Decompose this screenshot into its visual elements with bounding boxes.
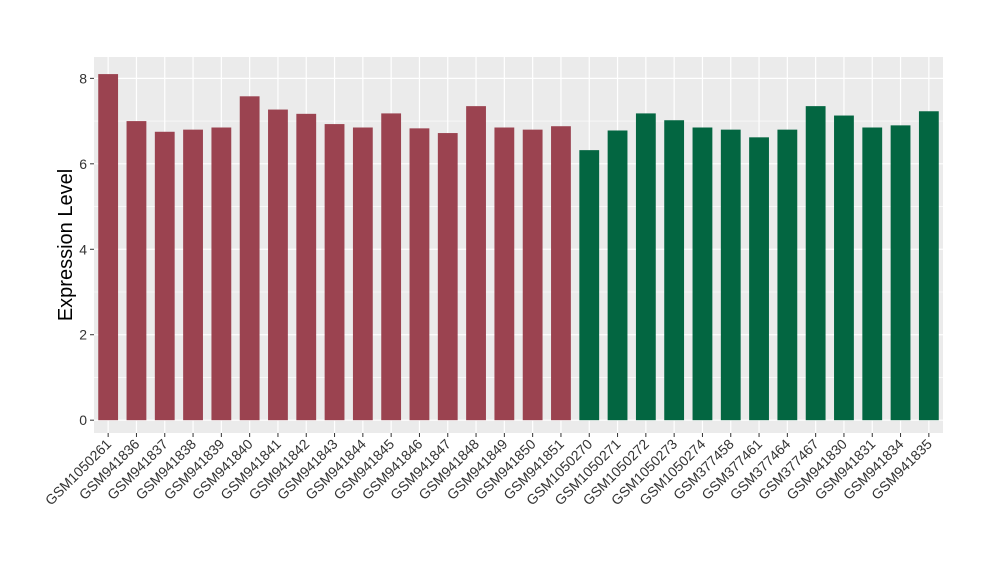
plot-panel-background	[94, 57, 943, 433]
y-tick-label: 0	[79, 412, 87, 428]
bar-gsm1050273	[664, 120, 685, 421]
minor-gridlines	[94, 120, 943, 378]
bar-gsm1050270	[579, 150, 600, 421]
y-tick-label: 8	[79, 70, 87, 86]
bar-gsm941837	[154, 131, 175, 421]
y-axis: 0 2 4 6 8	[79, 70, 94, 428]
bar-gsm377461	[749, 137, 769, 421]
bar-gsm941831	[862, 127, 883, 421]
y-axis-title: Expression Level	[55, 169, 77, 321]
bar-gsm377467	[805, 106, 826, 421]
bar-gsm941850	[522, 129, 543, 421]
y-tick-label: 2	[79, 327, 87, 343]
bar-gsm1050274	[692, 127, 713, 421]
bar-gsm941843	[324, 124, 345, 421]
bar-gsm941851	[551, 126, 571, 421]
bar-gsm941846	[409, 128, 430, 421]
bar-gsm941849	[494, 127, 515, 421]
bar-gsm941842	[296, 113, 317, 421]
bar-gsm941845	[381, 113, 402, 421]
bar-gsm377464	[777, 129, 798, 421]
bar-gsm941840	[239, 96, 260, 421]
bar-gsm941836	[126, 121, 147, 421]
y-tick-label: 6	[79, 156, 87, 172]
bar-gsm941844	[352, 127, 373, 421]
x-axis: GSM1050261GSM941836GSM941837GSM941838GSM…	[42, 433, 935, 508]
bar-gsm941848	[466, 106, 486, 421]
bar-gsm941839	[211, 127, 232, 421]
y-tick-label: 4	[79, 241, 87, 257]
bar-gsm941834	[890, 125, 911, 421]
bar-gsm941830	[834, 115, 854, 421]
bar-gsm941847	[437, 133, 458, 421]
bar-gsm1050272	[635, 113, 656, 421]
bars-group	[98, 74, 939, 421]
bar-gsm377458	[720, 129, 741, 421]
bar-gsm1050271	[607, 130, 628, 421]
bar-gsm941838	[183, 129, 203, 421]
bar-gsm941835	[918, 111, 939, 421]
bar-gsm1050261	[98, 74, 119, 421]
bar-gsm941841	[268, 109, 288, 421]
